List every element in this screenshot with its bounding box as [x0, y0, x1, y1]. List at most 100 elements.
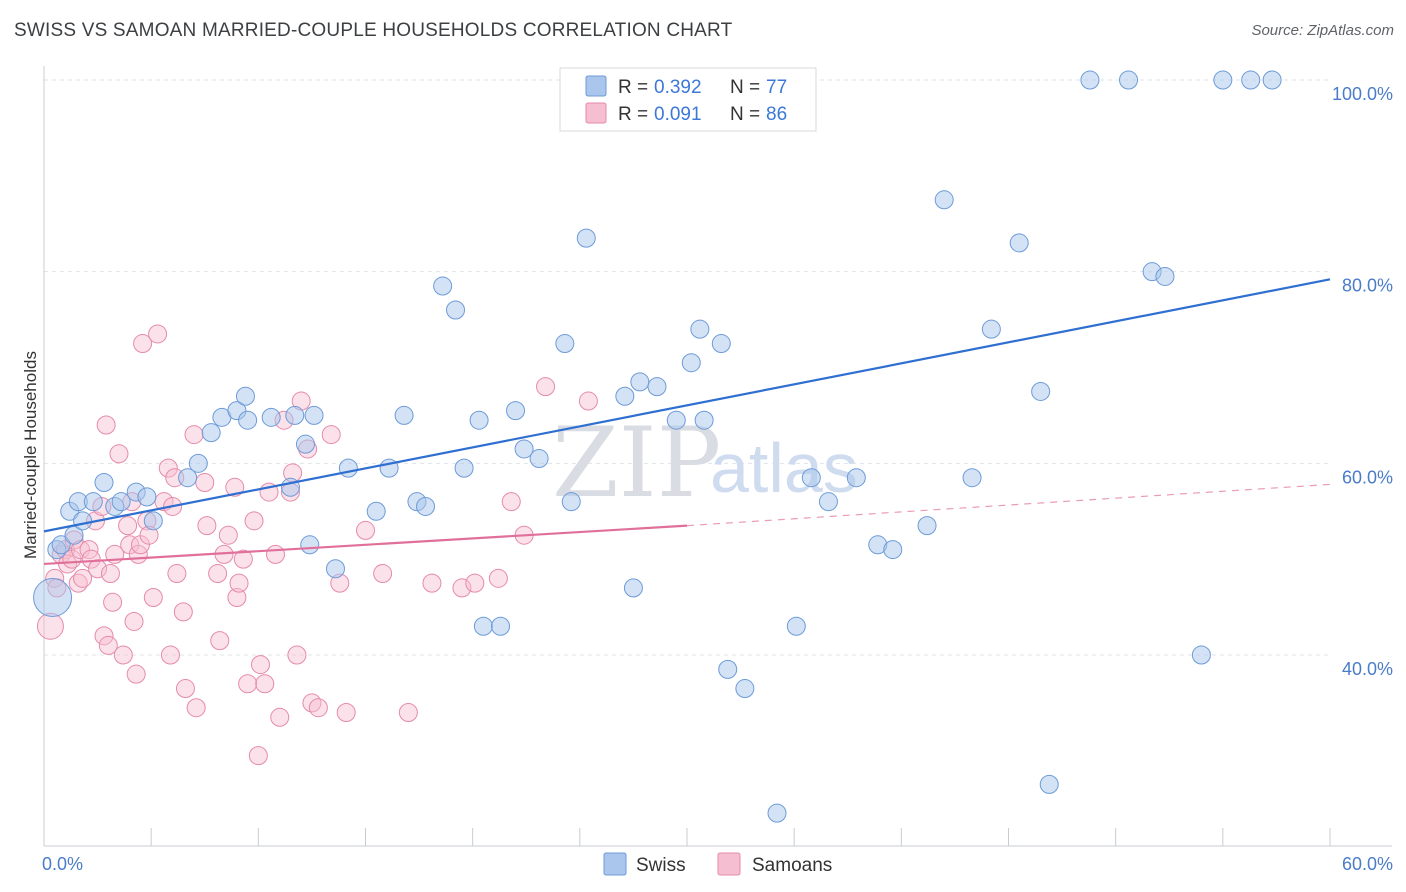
swiss-point — [325, 559, 345, 579]
samoan-point — [208, 564, 228, 584]
swiss-point — [238, 410, 258, 430]
swiss-point — [711, 334, 731, 354]
samoan-point — [143, 588, 163, 607]
swiss-point — [1119, 70, 1139, 90]
samoan-point — [465, 573, 485, 593]
bottom-legend-swiss-swatch — [603, 852, 627, 876]
swiss-point — [143, 511, 163, 531]
swiss-point — [981, 319, 1001, 339]
samoan-point — [98, 635, 118, 655]
swiss-point — [555, 334, 575, 354]
swiss-point — [295, 434, 315, 454]
samoan-point — [287, 645, 307, 665]
samoan-point — [248, 746, 268, 766]
samoan-point — [118, 516, 138, 536]
swiss-point — [178, 468, 198, 488]
samoan-trend-line-extension — [686, 483, 1331, 527]
swiss-point — [304, 405, 324, 425]
swiss-point — [694, 410, 714, 430]
swiss-point — [630, 372, 650, 392]
swiss-point — [73, 511, 93, 531]
samoan-point — [81, 549, 101, 569]
y-tick-label: 80.0% — [1342, 276, 1393, 296]
swiss-point — [1155, 266, 1175, 286]
swiss-point — [1191, 645, 1211, 665]
swiss-point — [469, 410, 489, 430]
legend-samoan-swatch — [585, 102, 607, 124]
samoan-point — [238, 674, 258, 694]
y-tick-label: 100.0% — [1332, 84, 1393, 104]
swiss-point — [261, 407, 281, 427]
samoan-point — [96, 415, 116, 435]
swiss-point — [801, 468, 821, 488]
swiss-point — [623, 578, 643, 598]
x-tick-label: 60.0% — [1342, 854, 1393, 874]
swiss-point — [338, 458, 358, 478]
swiss-point — [473, 616, 493, 636]
swiss-point — [188, 453, 208, 473]
samoan-point — [113, 645, 133, 665]
swiss-point — [681, 353, 701, 373]
samoan-point — [578, 391, 598, 411]
swiss-point — [300, 535, 320, 555]
samoan-point — [336, 703, 356, 722]
swiss-point — [1213, 70, 1233, 90]
samoan-point — [398, 703, 418, 722]
samoan-point — [244, 511, 264, 531]
samoan-point — [195, 473, 215, 492]
samoan-point — [321, 425, 341, 445]
samoan-point — [158, 458, 178, 478]
trend-lines — [43, 278, 1331, 566]
swiss-point — [529, 449, 549, 469]
swiss-point — [735, 679, 755, 699]
samoan-point — [79, 540, 99, 560]
watermark: ZIP atlas — [552, 407, 858, 519]
y-tick-label: 60.0% — [1342, 467, 1393, 487]
samoan-point — [126, 664, 146, 684]
legend-samoan-r-label: R = — [618, 104, 648, 125]
swiss-point — [1039, 774, 1059, 794]
swiss-point — [615, 386, 635, 406]
samoan-point — [225, 477, 245, 497]
legend-swiss-n-value: 77 — [766, 77, 787, 98]
swiss-point — [576, 228, 596, 248]
samoan-point — [173, 602, 193, 622]
y-tick-labels: 40.0% 60.0% 80.0% 100.0% — [1332, 84, 1393, 679]
swiss-point — [962, 468, 982, 488]
samoan-point — [488, 568, 508, 588]
samoan-point — [270, 707, 290, 727]
legend-samoan-n-label: N = — [730, 104, 760, 125]
samoan-point — [373, 564, 393, 584]
y-tick-label: 40.0% — [1342, 659, 1393, 679]
samoan-point — [197, 516, 217, 536]
swiss-point — [83, 492, 103, 512]
samoan-point — [501, 492, 521, 512]
swiss-point — [137, 487, 157, 507]
x-tick-label: 0.0% — [42, 854, 83, 874]
swiss-point — [33, 578, 73, 617]
samoan-point — [308, 698, 328, 718]
legend-swiss-swatch — [585, 75, 607, 97]
swiss-point — [934, 190, 954, 210]
axes — [43, 66, 1392, 847]
swiss-point — [416, 496, 436, 516]
swiss-point — [1031, 381, 1051, 401]
samoan-point — [133, 334, 153, 354]
legend: R = 0.392 N = 77 R = 0.091 N = 86 — [559, 67, 817, 132]
samoan-point — [148, 324, 168, 344]
legend-samoan-n-value: 86 — [766, 104, 787, 125]
swiss-point — [285, 405, 305, 425]
bottom-legend-swiss-label: Swiss — [636, 855, 686, 876]
swiss-point — [514, 439, 534, 459]
samoan-point — [73, 568, 93, 588]
swiss-point — [433, 276, 453, 296]
swiss-point — [917, 516, 937, 536]
samoan-point — [250, 655, 270, 675]
samoan-point — [36, 612, 64, 640]
swiss-point — [786, 616, 806, 636]
samoan-point — [210, 631, 230, 651]
samoan-point — [124, 611, 144, 631]
x-tick-labels: 0.0% 60.0% — [42, 854, 1393, 874]
samoan-point — [233, 549, 253, 569]
